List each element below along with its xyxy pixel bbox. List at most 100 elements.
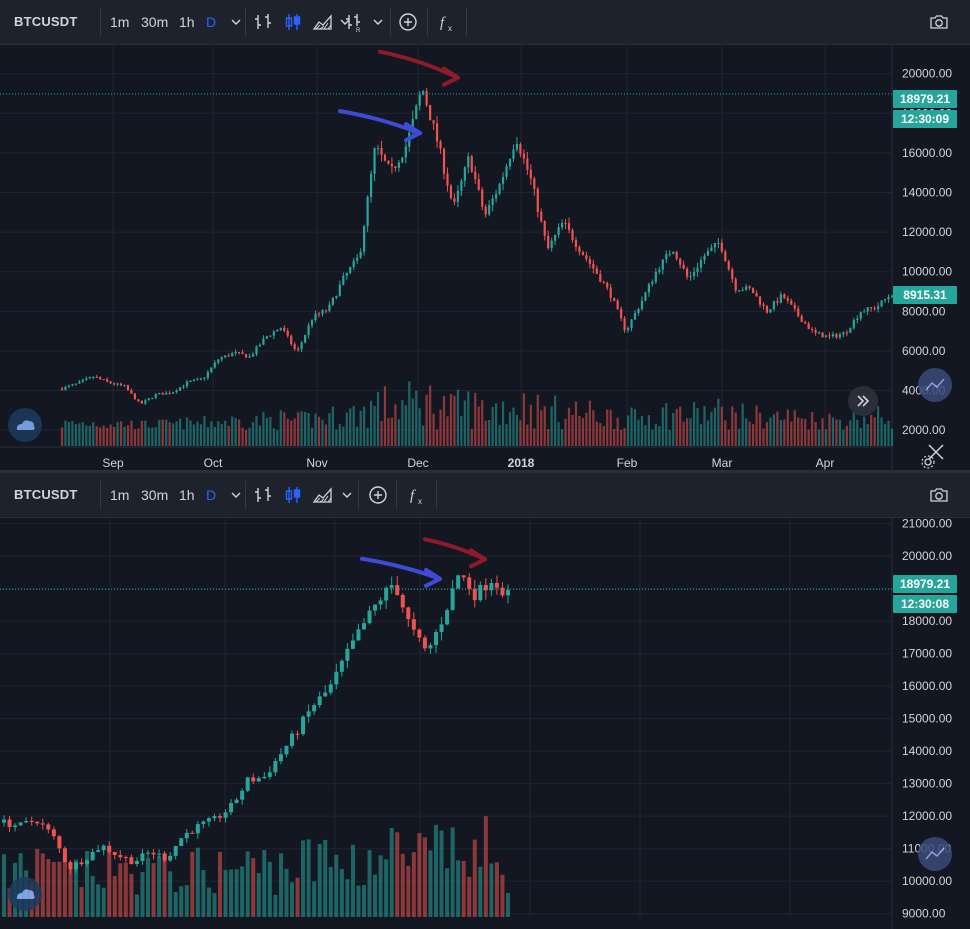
chevron-down-icon[interactable] <box>366 10 390 34</box>
scroll-to-realtime-button[interactable] <box>848 386 878 416</box>
candles-chart-icon[interactable] <box>281 483 305 507</box>
add-compare-icon[interactable] <box>396 10 420 34</box>
candle-body <box>838 334 842 338</box>
candle-body <box>295 733 300 735</box>
volume-bar <box>195 847 200 917</box>
candle-body <box>467 577 472 589</box>
volume-bar <box>408 381 411 446</box>
bottom-candlestick-chart[interactable]: 9000.0010000.0011000.0012000.0013000.001… <box>0 517 970 929</box>
volume-bar <box>620 429 623 446</box>
candle-body <box>456 575 461 589</box>
volume-bar <box>651 429 654 446</box>
candle-body <box>195 824 200 834</box>
volume-bar <box>526 424 529 446</box>
volume-bar <box>406 865 411 917</box>
close-icon[interactable] <box>926 442 946 462</box>
interval-1m-button[interactable]: 1m <box>110 487 130 503</box>
volume-bar <box>751 424 755 446</box>
volume-bar <box>312 881 317 917</box>
volume-bar <box>356 426 359 446</box>
candle-body <box>307 325 310 335</box>
candle-body <box>303 334 307 343</box>
add-compare-icon[interactable] <box>366 483 390 507</box>
candle-body <box>342 275 345 285</box>
area-chart-icon[interactable] <box>311 483 335 507</box>
volume-bar <box>411 398 414 446</box>
cloud-icon <box>16 420 35 430</box>
auto-scale-button[interactable] <box>918 837 952 871</box>
candle-body <box>251 354 255 357</box>
camera-icon[interactable] <box>927 483 951 507</box>
candle-body <box>349 267 352 273</box>
bars-replay-icon[interactable]: R <box>342 10 366 34</box>
cloud-logo-icon[interactable] <box>8 408 42 442</box>
candle-body <box>387 160 390 164</box>
volume-bar <box>366 427 369 446</box>
candle-body <box>314 313 317 321</box>
candles-chart-icon[interactable] <box>281 10 305 34</box>
candle-body <box>99 377 102 380</box>
bars-chart-icon[interactable] <box>251 483 275 507</box>
candle-body <box>240 790 245 800</box>
volume-bar <box>342 426 345 446</box>
candle-body <box>529 169 532 179</box>
candle-body <box>278 754 283 762</box>
cloud-logo-icon[interactable] <box>8 877 42 911</box>
interval-1h-button[interactable]: 1h <box>179 487 195 503</box>
time-axis-tick-label: Apr <box>816 456 835 470</box>
toolbar-separator <box>436 481 437 509</box>
volume-bar <box>293 418 296 446</box>
cloud-icon <box>16 889 35 899</box>
volume-bar <box>151 863 156 917</box>
volume-bar <box>863 416 866 446</box>
volume-bar <box>71 421 74 446</box>
candle-body <box>501 176 505 184</box>
candle-body <box>189 381 192 383</box>
candle-body <box>2 819 6 823</box>
interval-d-button[interactable]: D <box>206 487 217 503</box>
volume-bar <box>495 403 498 446</box>
volume-bar <box>328 413 331 446</box>
candle-body <box>489 583 494 591</box>
chevron-down-icon[interactable] <box>224 10 248 34</box>
chevron-down-icon[interactable] <box>224 483 248 507</box>
interval-1m-button[interactable]: 1m <box>110 14 130 30</box>
candle-body <box>748 286 751 289</box>
price-axis-tick-label: 16000.00 <box>902 679 952 693</box>
settings-gear-icon[interactable] <box>920 454 936 470</box>
candle-body <box>151 397 154 399</box>
volume-bar <box>387 418 390 446</box>
camera-icon[interactable] <box>927 10 951 34</box>
volume-bar <box>616 417 619 446</box>
symbol-label[interactable]: BTCUSDT <box>14 487 78 502</box>
interval-30m-button[interactable]: 30m <box>141 487 169 503</box>
price-axis-tick-label: 17000.00 <box>902 647 952 661</box>
volume-bar <box>870 414 873 446</box>
chevron-down-icon[interactable] <box>333 10 357 34</box>
volume-bar <box>224 420 227 446</box>
auto-scale-button[interactable] <box>918 368 952 402</box>
svg-text:x: x <box>448 24 452 33</box>
candle-body <box>505 166 508 177</box>
candle-body <box>85 378 88 381</box>
bars-chart-icon[interactable] <box>251 10 275 34</box>
volume-bar <box>133 429 137 446</box>
candle-body <box>689 276 692 278</box>
interval-d-button[interactable]: D <box>206 14 217 30</box>
area-chart-icon[interactable] <box>311 10 335 34</box>
volume-bar <box>376 392 380 446</box>
volume-bar <box>331 406 334 446</box>
volume-bar <box>107 850 112 917</box>
candle-body <box>172 392 175 394</box>
volume-bar <box>213 427 216 446</box>
volume-bar <box>807 429 810 446</box>
volume-bar <box>456 860 461 917</box>
interval-1h-button[interactable]: 1h <box>179 14 195 30</box>
interval-30m-button[interactable]: 30m <box>141 14 169 30</box>
chevron-down-icon[interactable] <box>335 483 359 507</box>
top-candlestick-chart[interactable]: 2000.004000.006000.008000.0010000.001200… <box>0 44 970 470</box>
symbol-label[interactable]: BTCUSDT <box>14 14 78 29</box>
candle-body <box>460 180 463 191</box>
